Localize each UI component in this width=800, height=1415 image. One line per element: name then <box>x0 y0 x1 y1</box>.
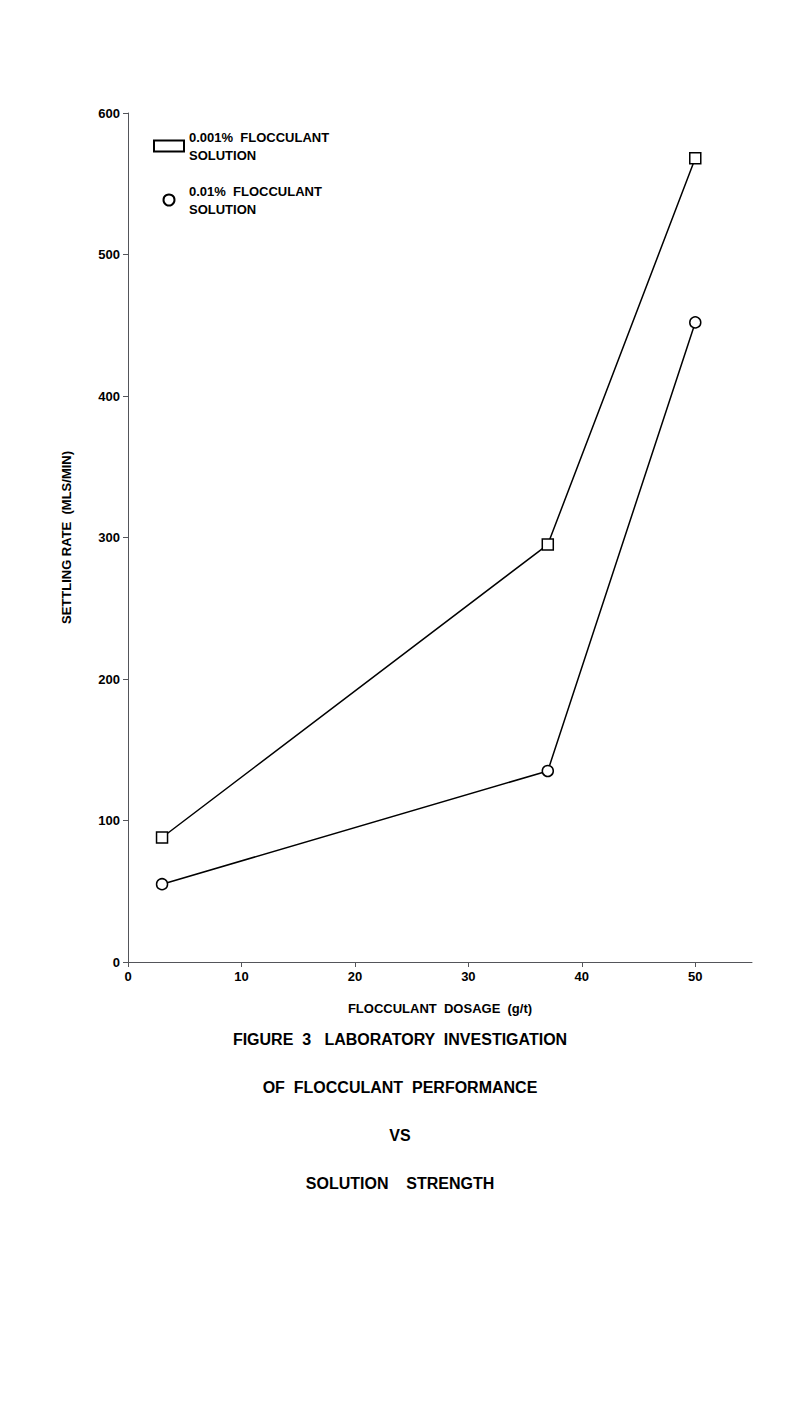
svg-text:FIGURE 3 LABORATORY INVEST: FIGURE 3 LABORATORY INVESTIGATION <box>233 1031 567 1048</box>
svg-text:OF FLOCCULANT PERFORMANCE: OF FLOCCULANT PERFORMANCE <box>263 1079 538 1096</box>
svg-text:400: 400 <box>98 389 120 404</box>
svg-text:SETTLING RATE (MLS/MIN): SETTLING RATE (MLS/MIN) <box>59 451 74 624</box>
svg-text:VS: VS <box>389 1127 411 1144</box>
svg-text:600: 600 <box>98 106 120 121</box>
svg-text:50: 50 <box>688 969 702 984</box>
svg-text:0: 0 <box>113 955 120 970</box>
svg-text:SOLUTION: SOLUTION <box>189 202 256 217</box>
svg-text:FLOCCULANT DOSAGE (g/t): FLOCCULANT DOSAGE (g/t) <box>348 1001 532 1016</box>
svg-text:0: 0 <box>124 969 131 984</box>
svg-text:10: 10 <box>234 969 248 984</box>
svg-text:20: 20 <box>348 969 362 984</box>
svg-text:30: 30 <box>461 969 475 984</box>
svg-text:SOLUTION STRENGTH: SOLUTION STRENGTH <box>306 1175 494 1192</box>
svg-text:500: 500 <box>98 247 120 262</box>
svg-text:0.001% FLOCCULANT: 0.001% FLOCCULANT <box>189 130 329 145</box>
svg-text:0.01% FLOCCULANT: 0.01% FLOCCULANT <box>189 184 322 199</box>
svg-text:100: 100 <box>98 813 120 828</box>
svg-text:SOLUTION: SOLUTION <box>189 148 256 163</box>
svg-text:300: 300 <box>98 530 120 545</box>
svg-text:40: 40 <box>575 969 589 984</box>
svg-text:200: 200 <box>98 672 120 687</box>
